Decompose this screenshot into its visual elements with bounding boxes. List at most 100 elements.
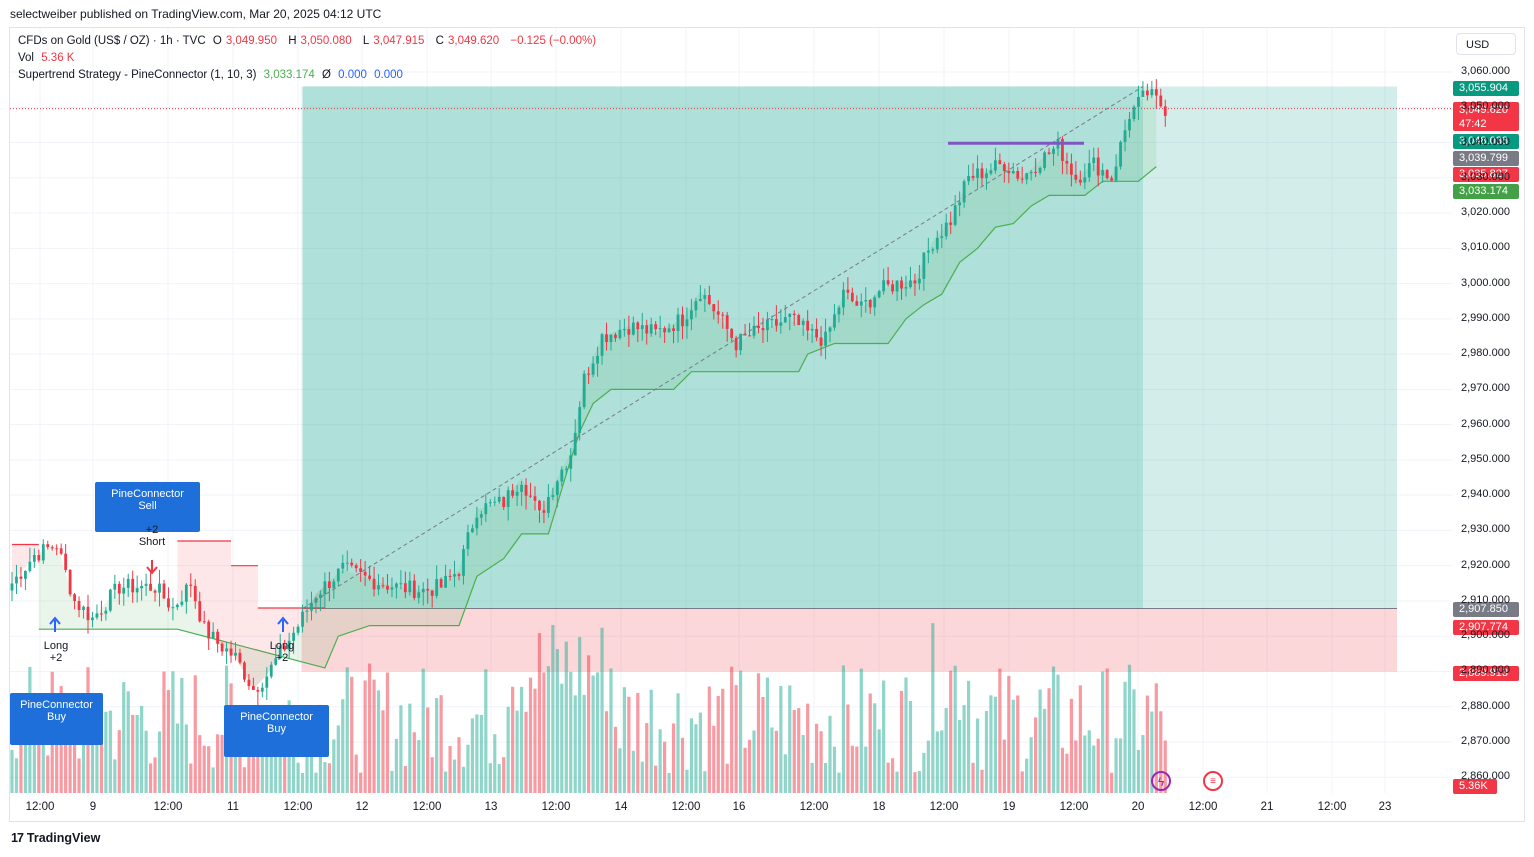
volume-bar-174 (788, 685, 792, 793)
currency-selector[interactable]: USD (1456, 33, 1516, 55)
volume-bar-117 (533, 688, 537, 793)
volume-bars (10, 623, 1167, 793)
candle-body-29 (140, 585, 144, 589)
candle-165 (748, 322, 751, 337)
candle-252 (1137, 85, 1140, 120)
candle-181 (819, 326, 823, 357)
volume-bar-7 (41, 737, 45, 793)
volume-bar-147 (667, 772, 671, 793)
change-value: −0.125 (−0.00%) (510, 35, 597, 47)
volume-bar-163 (739, 670, 743, 793)
volume-bar-241 (1087, 730, 1091, 793)
volume-bar-92 (421, 668, 425, 793)
volume-bar-177 (801, 735, 805, 793)
candle-body-134 (609, 334, 613, 343)
candle-135 (614, 332, 617, 342)
pineconnector-buy-label-1[interactable]: PineConnector Buy (10, 693, 103, 745)
volume-bar-143 (649, 689, 653, 793)
candle-182 (824, 318, 827, 360)
volume-bar-71 (327, 763, 331, 793)
candle-body-42 (198, 601, 202, 622)
candle-77 (354, 563, 358, 573)
volume-bar-70 (323, 762, 327, 793)
candle-body-257 (1159, 95, 1163, 107)
candle-body-154 (698, 298, 702, 302)
candle-body-254 (1145, 90, 1149, 96)
candle-body-157 (712, 304, 716, 312)
price-tick-1: 3,050.000 (1461, 100, 1510, 113)
volume-bar-67 (309, 722, 314, 793)
candle-227 (1025, 172, 1029, 185)
volume-bar-209 (944, 708, 948, 793)
candle-body-169 (766, 319, 769, 331)
volume-bar-79 (363, 680, 367, 793)
candle-16 (82, 605, 85, 619)
candle-70 (323, 572, 327, 609)
volume-bar-27 (131, 714, 135, 793)
candle-178 (806, 310, 810, 341)
candles (10, 79, 1167, 705)
volume-bar-57 (265, 746, 269, 793)
candle-body-126 (573, 432, 577, 456)
candle-194 (877, 289, 881, 299)
candle-238 (1074, 161, 1078, 184)
volume-bar-149 (676, 693, 680, 793)
volume-bar-112 (511, 686, 515, 793)
candle-body-108 (493, 501, 497, 503)
candle-76 (350, 558, 354, 568)
volume-bar-155 (703, 771, 707, 793)
lightning-event-icon[interactable]: ϟ (1151, 771, 1171, 791)
volume-bar-46 (216, 734, 220, 793)
candle-3 (24, 570, 27, 590)
volume-bar-30 (144, 730, 148, 793)
candle-99 (453, 560, 456, 588)
candle-139 (631, 316, 635, 336)
candle-53 (247, 674, 251, 690)
candle-body-77 (354, 565, 358, 569)
candle-body-252 (1137, 96, 1140, 107)
candle-body-185 (837, 307, 841, 315)
pineconnector-sell-label[interactable]: PineConnector Sell (95, 482, 200, 532)
candle-body-166 (752, 325, 756, 336)
candle-38 (180, 590, 184, 607)
volume-bar-84 (385, 672, 390, 793)
chart-frame[interactable] (9, 27, 1525, 822)
candle-body-2 (19, 576, 23, 579)
candle-body-97 (444, 575, 447, 588)
tradingview-logo[interactable]: 17 TradingView (11, 831, 101, 845)
candle-body-65 (301, 611, 304, 627)
candle-body-248 (1119, 141, 1122, 167)
volume-bar-223 (1007, 675, 1011, 793)
candle-body-93 (426, 588, 430, 591)
candle-body-130 (591, 363, 595, 375)
volume-bar-104 (475, 714, 479, 793)
volume-bar-139 (631, 750, 635, 793)
price-tick-18: 2,880.000 (1461, 699, 1510, 712)
candle-161 (730, 327, 734, 341)
low-value: L 3,047.915 (362, 35, 425, 47)
candle-body-124 (564, 468, 568, 470)
candle-251 (1132, 104, 1136, 122)
time-tick-4: 12:00 (283, 801, 313, 813)
candle-155 (703, 288, 707, 313)
candle-body-78 (359, 568, 363, 572)
candle-102 (466, 524, 470, 556)
candle-211 (953, 194, 957, 227)
candle-body-213 (962, 181, 966, 203)
candle-body-159 (721, 314, 725, 316)
volume-bar-22 (108, 710, 112, 793)
candle-body-9 (50, 547, 54, 549)
price-badge-3: 3,039.799 (1453, 151, 1519, 166)
candle-body-30 (144, 583, 148, 586)
candle-body-201 (909, 280, 912, 288)
candle-body-231 (1043, 152, 1046, 168)
candle-body-211 (953, 205, 957, 225)
candle-body-242 (1092, 157, 1096, 164)
pineconnector-buy-label-2[interactable]: PineConnector Buy (224, 705, 329, 757)
candle-56 (260, 682, 264, 698)
us-flag-event-icon[interactable]: ≡ (1203, 771, 1223, 791)
candle-body-76 (350, 562, 354, 566)
candle-32 (153, 589, 157, 602)
candle-103 (471, 524, 474, 533)
